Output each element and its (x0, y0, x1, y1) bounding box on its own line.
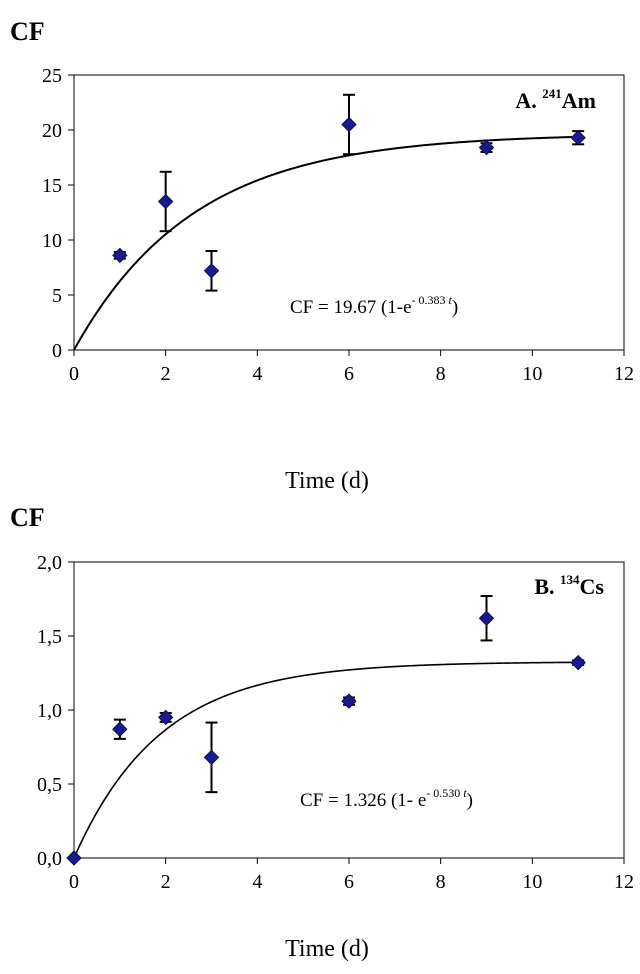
fit-equation-a-lhs: CF = 19.67 (1-e (290, 297, 412, 318)
diamond-marker (570, 129, 586, 146)
data-point (570, 129, 586, 146)
fit-curve-a (73, 135, 579, 351)
y-tick-label: 10 (42, 230, 62, 252)
diamond-marker (478, 139, 495, 156)
data-point (112, 247, 128, 264)
panel-label-a-prefix: A. (515, 88, 542, 113)
data-point (341, 693, 357, 709)
x-tick-label: 8 (436, 363, 446, 385)
data-point (66, 850, 82, 866)
x-axis-title-b: Time (d) (285, 936, 369, 962)
y-tick-label: 2,0 (37, 552, 62, 574)
data-points-a (112, 93, 586, 292)
x-tick-label: 0 (69, 363, 79, 385)
axes-b (68, 561, 625, 864)
y-tick-label: 20 (42, 120, 62, 142)
x-tick-label: 2 (161, 871, 171, 893)
y-axis-title-b: CF (10, 503, 45, 532)
fit-equation-b-var: t (463, 786, 467, 800)
fit-equation-a-var: t (449, 293, 453, 307)
diamond-marker (112, 721, 128, 737)
diamond-marker (203, 263, 220, 279)
data-point (112, 718, 128, 740)
diamond-marker (112, 247, 128, 264)
y-tick-label: 0 (52, 340, 62, 362)
fit-equation-a-close: ) (452, 297, 458, 318)
plot-frame-b (73, 561, 625, 859)
data-point (203, 250, 220, 292)
diamond-marker (203, 749, 220, 766)
fit-curve-b (73, 661, 579, 859)
x-axis-title-a: Time (d) (285, 468, 369, 494)
data-point (157, 709, 174, 726)
data-point (157, 170, 174, 233)
x-tick-label: 4 (252, 363, 262, 385)
fit-equation-b-lhs: CF = 1.326 (1- e (300, 790, 426, 811)
diamond-marker (570, 654, 586, 671)
panel-label-a: A. 241Am (515, 86, 596, 113)
x-tick-label: 2 (161, 363, 171, 385)
panel-label-a-element: Am (562, 88, 596, 113)
diamond-marker (157, 193, 174, 210)
y-tick-label: 1,0 (37, 700, 62, 722)
panel-label-b-mass: 134 (560, 572, 580, 587)
data-point (341, 93, 357, 156)
x-tick-label: 10 (522, 363, 542, 385)
data-point (478, 595, 495, 642)
x-tick-label: 6 (344, 363, 354, 385)
fit-equation-b-exp: - 0.530 (426, 786, 463, 800)
x-tick-label: 4 (252, 871, 262, 893)
panel-label-b: B. 134Cs (534, 572, 604, 599)
x-tick-label: 12 (614, 363, 634, 385)
diamond-marker (478, 610, 495, 626)
y-tick-label: 1,5 (37, 626, 62, 648)
x-tick-label: 6 (344, 871, 354, 893)
x-tick-label: 8 (436, 871, 446, 893)
y-tick-labels-b: 0,0 0,5 1,0 1,5 2,0 (37, 552, 62, 870)
y-tick-label: 5 (52, 285, 62, 307)
x-tick-label: 12 (614, 871, 634, 893)
panel-label-b-element: Cs (580, 574, 605, 599)
y-tick-labels-a: 0 5 10 15 20 25 (42, 65, 62, 362)
x-tick-label: 10 (522, 871, 542, 893)
chart-panel-a: CF 0 2 4 6 8 10 12 0 5 10 15 20 25 A. 241Am CF = 19… (10, 17, 634, 494)
diamond-marker (341, 693, 357, 709)
y-tick-label: 25 (42, 65, 62, 87)
data-points-b (66, 595, 586, 866)
data-point (203, 721, 220, 794)
panel-label-a-mass: 241 (542, 86, 562, 101)
y-axis-title-a: CF (10, 17, 45, 46)
diamond-marker (66, 850, 82, 866)
y-tick-label: 0,0 (37, 848, 62, 870)
data-point (478, 139, 495, 156)
diamond-marker (157, 709, 174, 726)
fit-equation-b: CF = 1.326 (1- e- 0.530 t) (300, 786, 473, 811)
x-tick-labels-b: 0 2 4 6 8 10 12 (69, 871, 634, 893)
fit-equation-a-exp: - 0.383 (412, 293, 449, 307)
chart-panel-b: CF 0 2 4 6 8 10 12 0,0 0,5 1,0 1,5 2,0 B. 134Cs CF… (10, 503, 634, 962)
fit-equation-a: CF = 19.67 (1-e- 0.383 t) (290, 293, 458, 318)
diamond-marker (341, 116, 357, 133)
x-tick-label: 0 (69, 871, 79, 893)
x-tick-labels-a: 0 2 4 6 8 10 12 (69, 363, 634, 385)
y-tick-label: 15 (42, 175, 62, 197)
data-point (570, 654, 586, 671)
panel-label-b-prefix: B. (534, 574, 560, 599)
y-tick-label: 0,5 (37, 774, 62, 796)
axes-a (68, 74, 625, 356)
fit-equation-b-close: ) (467, 790, 473, 811)
